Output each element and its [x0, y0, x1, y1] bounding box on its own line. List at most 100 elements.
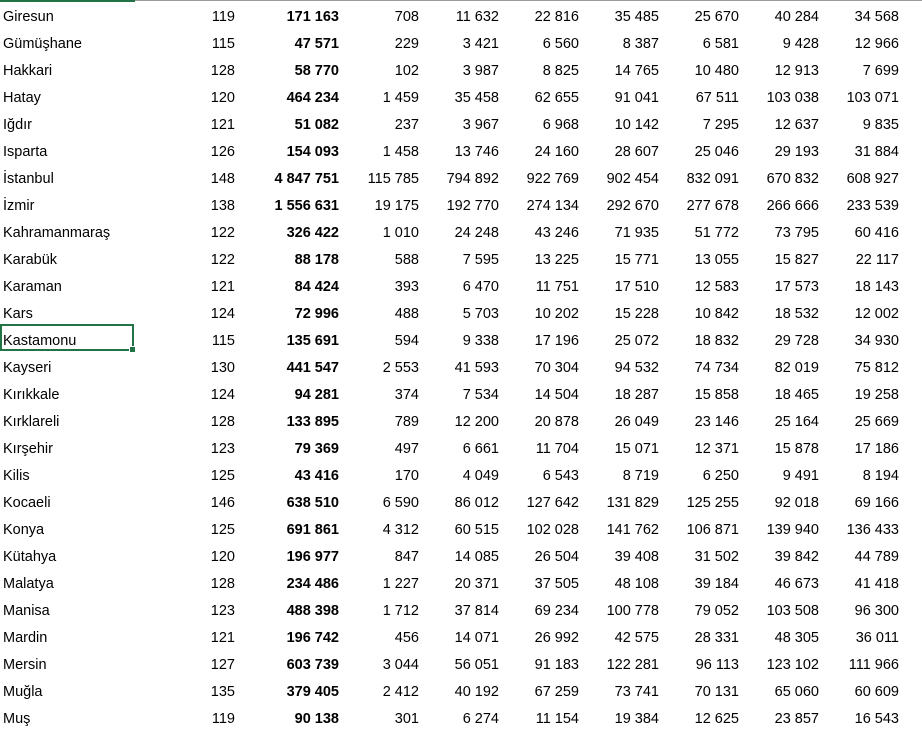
cell-col-f[interactable]: 24 160: [534, 144, 579, 160]
cell-province-name[interactable]: Iğdır: [3, 117, 33, 133]
cell-province-name[interactable]: Mersin: [3, 657, 47, 673]
cell-col-d[interactable]: 393: [394, 279, 419, 295]
cell-col-f[interactable]: 69 234: [534, 603, 579, 619]
cell-col-i[interactable]: 92 018: [774, 495, 819, 511]
cell-col-d[interactable]: 2 553: [382, 360, 419, 376]
cell-col-d[interactable]: 4 312: [382, 522, 419, 538]
cell-col-c-total[interactable]: 234 486: [286, 576, 339, 592]
cell-col-c-total[interactable]: 638 510: [286, 495, 339, 511]
cell-col-e[interactable]: 192 770: [446, 198, 499, 214]
cell-province-name[interactable]: Konya: [3, 522, 45, 538]
cell-col-h[interactable]: 25 046: [694, 144, 739, 160]
cell-col-d[interactable]: 3 044: [382, 657, 419, 673]
cell-col-d[interactable]: 497: [394, 441, 419, 457]
cell-col-c-total[interactable]: 154 093: [286, 144, 339, 160]
cell-col-b[interactable]: 128: [210, 576, 235, 592]
cell-col-j[interactable]: 41 418: [854, 576, 899, 592]
cell-col-f[interactable]: 6 543: [542, 468, 579, 484]
cell-province-name[interactable]: Manisa: [3, 603, 50, 619]
cell-col-c-total[interactable]: 94 281: [294, 387, 339, 403]
cell-col-f[interactable]: 922 769: [526, 171, 579, 187]
cell-col-f[interactable]: 14 504: [534, 387, 579, 403]
cell-province-name[interactable]: Hakkari: [3, 63, 53, 79]
cell-col-h[interactable]: 23 146: [694, 414, 739, 430]
cell-col-i[interactable]: 15 827: [774, 252, 819, 268]
cell-col-g[interactable]: 15 071: [614, 441, 659, 457]
cell-col-c-total[interactable]: 47 571: [294, 36, 339, 52]
cell-col-i[interactable]: 103 508: [766, 603, 819, 619]
cell-col-g[interactable]: 8 387: [622, 36, 659, 52]
cell-col-c-total[interactable]: 90 138: [294, 711, 339, 727]
cell-col-i[interactable]: 40 284: [774, 9, 819, 25]
cell-province-name[interactable]: İstanbul: [3, 171, 54, 187]
cell-col-j[interactable]: 608 927: [846, 171, 899, 187]
cell-province-name[interactable]: Kırklareli: [3, 414, 60, 430]
cell-col-b[interactable]: 115: [211, 36, 235, 52]
cell-col-e[interactable]: 86 012: [454, 495, 499, 511]
cell-col-i[interactable]: 103 038: [766, 90, 819, 106]
cell-col-d[interactable]: 237: [394, 117, 419, 133]
cell-col-g[interactable]: 42 575: [614, 630, 659, 646]
cell-col-b[interactable]: 119: [211, 9, 235, 25]
cell-col-e[interactable]: 35 458: [454, 90, 499, 106]
cell-col-c-total[interactable]: 72 996: [294, 306, 339, 322]
cell-col-i[interactable]: 65 060: [774, 684, 819, 700]
cell-col-f[interactable]: 22 816: [534, 9, 579, 25]
cell-col-b[interactable]: 128: [210, 414, 235, 430]
cell-col-h[interactable]: 832 091: [686, 171, 739, 187]
cell-col-b[interactable]: 124: [210, 306, 235, 322]
cell-col-h[interactable]: 13 055: [694, 252, 739, 268]
cell-col-d[interactable]: 708: [394, 9, 419, 25]
cell-col-e[interactable]: 6 470: [462, 279, 499, 295]
cell-col-d[interactable]: 1 227: [382, 576, 419, 592]
cell-col-j[interactable]: 36 011: [855, 630, 899, 646]
cell-col-d[interactable]: 1 458: [382, 144, 419, 160]
cell-province-name[interactable]: Kocaeli: [3, 495, 51, 511]
cell-col-b[interactable]: 122: [210, 252, 235, 268]
cell-col-h[interactable]: 12 625: [694, 711, 739, 727]
cell-col-j[interactable]: 8 194: [862, 468, 899, 484]
cell-col-b[interactable]: 119: [211, 711, 235, 727]
cell-col-g[interactable]: 25 072: [614, 333, 659, 349]
cell-col-e[interactable]: 14 071: [454, 630, 499, 646]
cell-col-b[interactable]: 123: [210, 603, 235, 619]
cell-col-g[interactable]: 19 384: [614, 711, 659, 727]
cell-province-name[interactable]: İzmir: [3, 198, 35, 214]
cell-province-name[interactable]: Kayseri: [3, 360, 52, 376]
cell-col-e[interactable]: 7 595: [462, 252, 499, 268]
cell-col-d[interactable]: 789: [394, 414, 419, 430]
cell-col-b[interactable]: 127: [210, 657, 235, 673]
cell-col-d[interactable]: 229: [394, 36, 419, 52]
cell-col-i[interactable]: 15 878: [774, 441, 819, 457]
cell-col-e[interactable]: 14 085: [454, 549, 499, 565]
cell-col-d[interactable]: 1 459: [382, 90, 419, 106]
cell-col-h[interactable]: 70 131: [694, 684, 739, 700]
cell-col-g[interactable]: 100 778: [606, 603, 659, 619]
cell-col-b[interactable]: 120: [210, 549, 235, 565]
cell-col-c-total[interactable]: 171 163: [286, 9, 339, 25]
cell-col-e[interactable]: 13 746: [454, 144, 499, 160]
cell-col-d[interactable]: 594: [394, 333, 419, 349]
cell-col-i[interactable]: 73 795: [774, 225, 819, 241]
cell-col-i[interactable]: 25 164: [774, 414, 819, 430]
cell-province-name[interactable]: Mardin: [3, 630, 48, 646]
cell-col-b[interactable]: 123: [210, 441, 235, 457]
cell-col-f[interactable]: 43 246: [534, 225, 579, 241]
cell-col-g[interactable]: 17 510: [614, 279, 659, 295]
cell-col-g[interactable]: 292 670: [606, 198, 659, 214]
cell-col-c-total[interactable]: 488 398: [286, 603, 339, 619]
cell-col-g[interactable]: 28 607: [614, 144, 659, 160]
cell-col-h[interactable]: 25 670: [694, 9, 739, 25]
cell-col-d[interactable]: 2 412: [382, 684, 419, 700]
cell-col-b[interactable]: 148: [210, 171, 235, 187]
cell-col-f[interactable]: 11 751: [535, 279, 579, 295]
cell-col-b[interactable]: 121: [210, 630, 235, 646]
cell-col-j[interactable]: 75 812: [854, 360, 899, 376]
cell-col-h[interactable]: 6 581: [702, 36, 739, 52]
cell-col-g[interactable]: 39 408: [614, 549, 659, 565]
cell-col-j[interactable]: 96 300: [854, 603, 899, 619]
cell-col-d[interactable]: 6 590: [382, 495, 419, 511]
cell-col-c-total[interactable]: 603 739: [286, 657, 339, 673]
cell-col-f[interactable]: 8 825: [542, 63, 579, 79]
cell-col-g[interactable]: 71 935: [614, 225, 659, 241]
